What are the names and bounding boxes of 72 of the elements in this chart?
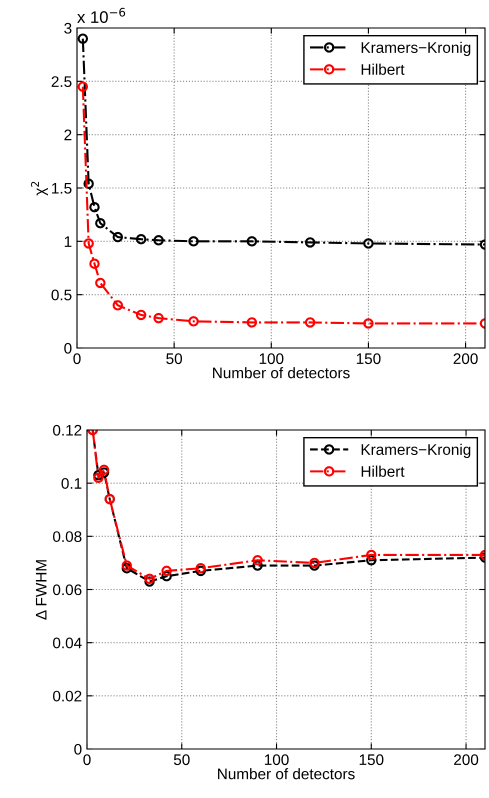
x-tick-label: 200 (454, 754, 478, 766)
y-tick-label: 2 (64, 130, 72, 140)
y-axis-title: χ$^{2}$ (31, 182, 48, 196)
y-tick-label: 1 (64, 236, 72, 247)
x-tick-label: 50 (174, 754, 190, 766)
point (78, 81, 88, 92)
point (83, 178, 94, 189)
point (363, 238, 374, 249)
point (304, 237, 316, 248)
y-axis-title: Δ FWHM (36, 560, 46, 620)
y-tick-label: 3 (64, 22, 72, 34)
point (252, 560, 263, 571)
y-tick-label: 0.06 (53, 584, 82, 596)
y-tick-label: 0.08 (53, 531, 82, 542)
point (246, 236, 258, 247)
point (196, 563, 206, 574)
x-tick-label: 150 (356, 353, 381, 364)
point (153, 312, 164, 324)
point (89, 202, 100, 212)
legend-label: Kramers−Kronig (362, 444, 470, 458)
point (93, 470, 104, 480)
text: x 10$^{−6}$ (77, 8, 126, 23)
point (112, 300, 124, 311)
point (309, 558, 320, 568)
point (188, 236, 199, 247)
point (98, 467, 110, 478)
legend-label: Hilbert (362, 64, 404, 75)
point (252, 555, 263, 566)
x-tick-label: 100 (264, 754, 289, 766)
point (161, 570, 172, 582)
x-tick-label: 100 (260, 353, 284, 364)
point (95, 218, 106, 228)
point (93, 472, 104, 484)
point (122, 563, 132, 574)
point (98, 464, 110, 476)
x-tick-label: 0 (83, 754, 91, 766)
point (122, 560, 132, 571)
y-tick-label: 0.04 (53, 638, 82, 648)
point (136, 310, 146, 320)
y-tick-label: 0.1 (62, 478, 82, 489)
legend-label: Kramers−Kronig (362, 42, 470, 56)
point (153, 235, 164, 246)
point (161, 566, 172, 576)
x-tick-label: 200 (454, 353, 478, 364)
x-tick-label: 50 (166, 353, 182, 364)
x-axis-title: Number of detectors (213, 367, 350, 378)
point (366, 555, 376, 566)
y-tick-label: 0.5 (52, 290, 72, 300)
point (188, 316, 199, 327)
x-axis-title: Number of detectors (218, 768, 355, 780)
point (309, 560, 320, 571)
point (304, 317, 316, 328)
point (144, 574, 155, 584)
point (95, 278, 106, 288)
point (83, 238, 94, 249)
legend-label: Hilbert (362, 466, 404, 477)
point (136, 234, 146, 244)
y-tick-label: 1.5 (52, 183, 72, 194)
y-tick-label: 0 (64, 342, 72, 354)
point (366, 550, 376, 560)
point (196, 566, 206, 576)
x-tick-label: 150 (360, 754, 384, 766)
point (144, 576, 155, 587)
point (246, 317, 258, 328)
y-tick-label: 0.02 (53, 690, 82, 702)
y-tick-label: 0 (74, 744, 82, 755)
point (112, 232, 124, 242)
point (89, 258, 100, 269)
y-tick-label: 2.5 (52, 76, 72, 88)
point (78, 33, 88, 44)
y-tick-label: 0.12 (53, 424, 82, 436)
point (363, 318, 374, 329)
